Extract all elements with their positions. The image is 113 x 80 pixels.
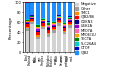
Bar — [52, 21, 55, 22]
Bar — [57, 2, 61, 15]
Bar — [41, 18, 45, 19]
Bar — [25, 20, 29, 21]
Bar — [46, 23, 50, 25]
Bar — [30, 17, 34, 18]
Bar — [52, 26, 55, 27]
Bar — [25, 2, 29, 52]
Bar — [46, 34, 50, 37]
Bar — [35, 2, 39, 24]
Bar — [67, 20, 71, 21]
Bar — [41, 27, 45, 29]
Bar — [52, 22, 55, 23]
Bar — [30, 19, 34, 21]
Bar — [57, 26, 61, 52]
Bar — [41, 20, 45, 21]
Bar — [46, 22, 50, 23]
Bar — [46, 25, 50, 26]
Bar — [30, 18, 34, 19]
Bar — [57, 15, 61, 16]
Bar — [35, 31, 39, 32]
Bar — [25, 31, 29, 52]
Bar — [57, 23, 61, 26]
Bar — [35, 29, 39, 31]
Bar — [30, 22, 34, 24]
Bar — [46, 33, 50, 34]
Bar — [67, 25, 71, 28]
Bar — [62, 28, 66, 31]
Bar — [67, 21, 71, 22]
Bar — [25, 21, 29, 22]
Bar — [52, 2, 55, 21]
Bar — [62, 31, 66, 32]
Bar — [57, 19, 61, 20]
Bar — [30, 24, 34, 52]
Bar — [57, 16, 61, 17]
Bar — [25, 28, 29, 31]
Bar — [57, 20, 61, 22]
Bar — [57, 17, 61, 18]
Bar — [62, 2, 66, 22]
Bar — [46, 37, 50, 52]
Bar — [41, 22, 45, 23]
Bar — [35, 32, 39, 35]
Bar — [46, 2, 50, 21]
Bar — [62, 23, 66, 24]
Bar — [41, 26, 45, 27]
Bar — [62, 25, 66, 26]
Bar — [41, 23, 45, 26]
Bar — [41, 21, 45, 22]
Bar — [46, 21, 50, 22]
Bar — [52, 23, 55, 24]
Bar — [35, 39, 39, 52]
Bar — [57, 18, 61, 19]
Bar — [52, 27, 55, 29]
Bar — [46, 28, 50, 30]
Bar — [62, 24, 66, 25]
Legend: Negative, Other, TMC1, GJB2/B6, CDKN3, USH2A, MYO7A, MYO6/1U, TECTA, SLC26A4, OT: Negative, Other, TMC1, GJB2/B6, CDKN3, U… — [74, 1, 96, 55]
Bar — [67, 28, 71, 52]
Bar — [35, 27, 39, 28]
Bar — [46, 27, 50, 28]
Bar — [30, 16, 34, 17]
Y-axis label: Percentage: Percentage — [9, 16, 13, 39]
Bar — [67, 16, 71, 17]
Bar — [25, 24, 29, 27]
Bar — [35, 24, 39, 25]
Bar — [25, 2, 29, 19]
Bar — [46, 30, 50, 33]
Bar — [62, 34, 66, 52]
Bar — [30, 21, 34, 22]
Bar — [62, 32, 66, 34]
Bar — [30, 15, 34, 16]
Bar — [30, 2, 34, 15]
Bar — [62, 22, 66, 23]
Bar — [41, 19, 45, 20]
Bar — [25, 23, 29, 24]
Bar — [67, 19, 71, 20]
Bar — [35, 35, 39, 37]
Bar — [41, 2, 45, 18]
Bar — [67, 17, 71, 18]
Bar — [62, 26, 66, 27]
Bar — [57, 22, 61, 23]
Bar — [35, 25, 39, 27]
Bar — [67, 22, 71, 24]
Bar — [52, 33, 55, 52]
Bar — [46, 26, 50, 27]
Bar — [52, 24, 55, 25]
Bar — [25, 27, 29, 28]
Bar — [67, 18, 71, 19]
Bar — [35, 37, 39, 39]
Bar — [41, 29, 45, 52]
Bar — [25, 19, 29, 20]
Bar — [52, 30, 55, 33]
Bar — [62, 27, 66, 28]
Bar — [67, 2, 71, 16]
Bar — [35, 28, 39, 29]
Bar — [67, 24, 71, 25]
Bar — [52, 29, 55, 30]
Bar — [25, 22, 29, 23]
Bar — [52, 25, 55, 26]
